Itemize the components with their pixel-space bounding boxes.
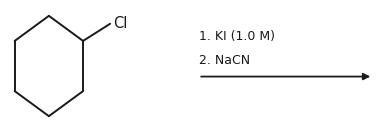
- Text: 2. NaCN: 2. NaCN: [199, 54, 250, 67]
- Text: 1. KI (1.0 M): 1. KI (1.0 M): [199, 30, 275, 43]
- Text: Cl: Cl: [113, 16, 127, 31]
